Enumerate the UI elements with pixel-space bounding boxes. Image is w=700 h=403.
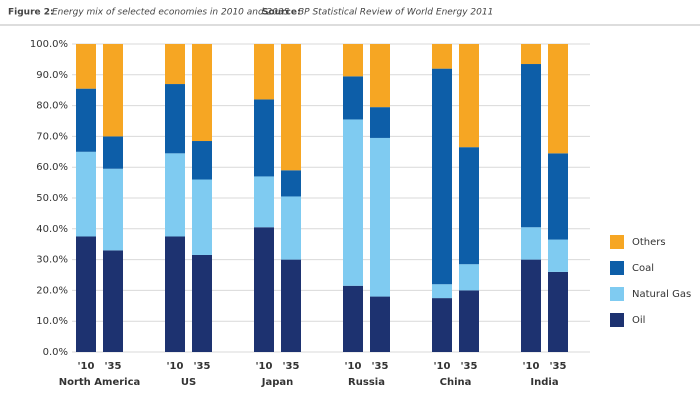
bar-segment [459,290,479,352]
y-tick-label: 90.0% [36,70,68,81]
chart-title: Energy mix of selected economies in 2010… [52,8,290,18]
bar-segment [432,68,452,285]
bar-segment [192,44,212,142]
source: BP Statistical Review of World Energy 20… [298,8,493,18]
bar-segment [192,179,212,255]
group-label: Japan [261,377,294,388]
bar-segment [432,44,452,69]
legend-label: Coal [632,263,654,274]
x-tick-label: '10 [167,361,184,372]
x-tick-label: '10 [256,361,273,372]
y-tick-label: 80.0% [36,101,68,112]
y-tick-label: 60.0% [36,162,68,173]
bar-segment [103,250,123,352]
bar-segment [370,107,390,138]
y-tick-label: 20.0% [36,285,68,296]
x-tick-label: '35 [550,361,567,372]
x-tick-label: '35 [283,361,300,372]
bar-segment [254,44,274,100]
legend-label: Others [632,237,666,248]
bar-segment [343,44,363,77]
bar-segment [343,119,363,286]
bar-segment [165,84,185,154]
bar-segment [165,153,185,237]
bar-segment [254,99,274,177]
y-tick-label: 0.0% [43,347,68,358]
bar-segment [254,227,274,352]
bar-segment [432,298,452,352]
group-label: China [440,377,472,388]
bar-segment [459,147,479,265]
bar-segment [103,136,123,169]
bar-segment [548,271,568,352]
y-tick-label: 10.0% [36,316,68,327]
bar-segment [103,44,123,137]
bar-segment [76,44,96,89]
bar-segment [459,264,479,291]
bar-segment [548,44,568,154]
bar-segment [76,236,96,352]
y-tick-label: 100.0% [30,39,68,50]
x-tick-label: '35 [461,361,478,372]
bar-segment [192,141,212,180]
source-label: Source: [262,8,301,18]
group-label: US [181,377,196,388]
bar-segment [103,168,123,251]
bar-segment [521,227,541,260]
group-label: Russia [348,377,385,388]
x-tick-label: '10 [434,361,451,372]
bar-segment [459,44,479,148]
y-tick-label: 50.0% [36,193,68,204]
bar-segment [254,176,274,228]
x-tick-label: '10 [78,361,95,372]
legend-swatch [610,287,624,301]
y-tick-label: 40.0% [36,224,68,235]
bar-segment [521,64,541,228]
bar-segment [281,170,301,197]
x-tick-label: '10 [345,361,362,372]
bar-segment [370,44,390,108]
x-tick-label: '35 [372,361,389,372]
x-tick-label: '35 [105,361,122,372]
bar-segment [76,151,96,237]
bar-segment [343,285,363,352]
bar-segment [281,44,301,171]
bar-segment [281,259,301,352]
legend-swatch [610,261,624,275]
x-tick-label: '35 [194,361,211,372]
y-tick-label: 30.0% [36,255,68,266]
bar-segment [165,44,185,85]
bar-segment [370,137,390,297]
group-label: India [530,377,558,388]
bar-segment [521,44,541,65]
legend-label: Oil [632,315,645,326]
x-tick-label: '10 [523,361,540,372]
group-label: North America [59,377,141,388]
bar-segment [548,153,568,240]
bar-segment [281,196,301,260]
legend-swatch [610,235,624,249]
bar-segment [370,296,390,352]
bar-segment [432,284,452,299]
legend-label: Natural Gas [632,289,691,300]
bar-segment [343,76,363,120]
bar-segment [521,259,541,352]
y-tick-label: 70.0% [36,131,68,142]
legend-swatch [610,313,624,327]
bar-segment [165,236,185,352]
title-label: Figure 2: [8,8,54,18]
bar-segment [76,88,96,152]
bar-segment [548,239,568,272]
bar-segment [192,254,212,352]
